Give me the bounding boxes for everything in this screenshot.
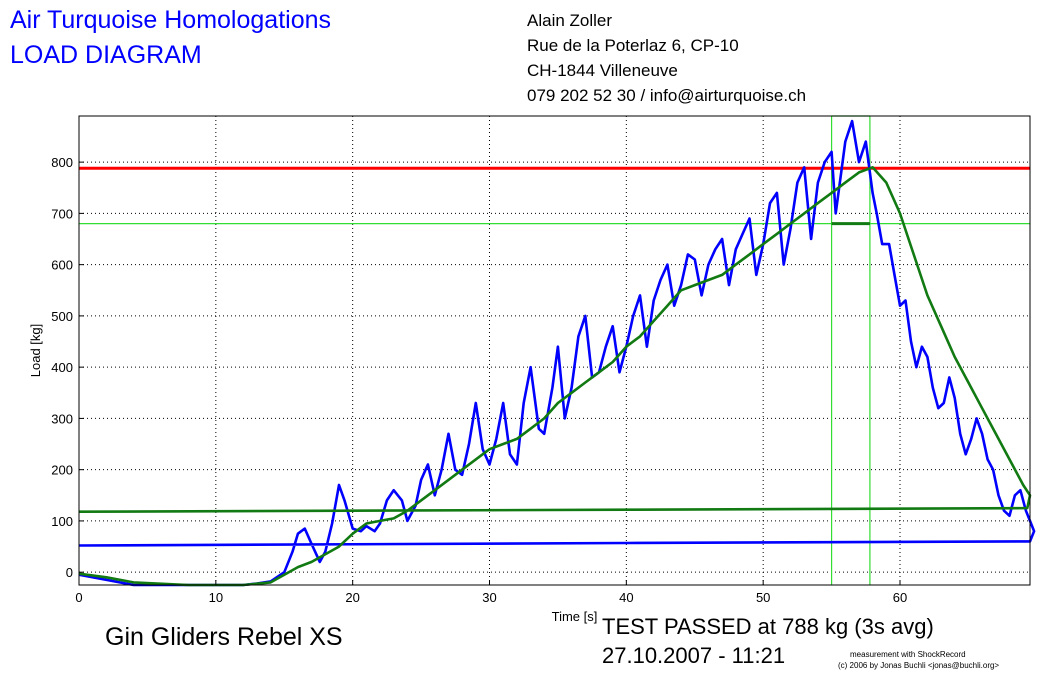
grid-lines bbox=[78, 116, 1030, 585]
avg-series-line bbox=[78, 166, 1032, 587]
y-tick-label: 700 bbox=[51, 206, 73, 221]
x-tick-label: 60 bbox=[893, 590, 907, 605]
x-tick-label: 30 bbox=[482, 590, 496, 605]
chart-subtitle: LOAD DIAGRAM bbox=[10, 41, 202, 69]
x-tick-label: 20 bbox=[345, 590, 359, 605]
y-tick-label: 100 bbox=[51, 514, 73, 529]
y-tick-label: 600 bbox=[51, 258, 73, 273]
test-timestamp: 27.10.2007 - 11:21 bbox=[602, 643, 786, 668]
test-result: TEST PASSED at 788 kg (3s avg) bbox=[602, 614, 934, 639]
x-axis-label: Time [s] bbox=[552, 609, 598, 624]
x-tick-label: 0 bbox=[75, 590, 82, 605]
address-street: Rue de la Poterlaz 6, CP-10 bbox=[527, 36, 739, 55]
y-tick-label: 400 bbox=[51, 360, 73, 375]
y-tick-label: 500 bbox=[51, 309, 73, 324]
credit-line-1: measurement with ShockRecord bbox=[850, 650, 966, 659]
y-tick-label: 300 bbox=[51, 411, 73, 426]
y-tick-label: 0 bbox=[66, 565, 73, 580]
data-series bbox=[78, 119, 1036, 587]
x-tick-label: 10 bbox=[209, 590, 223, 605]
x-tick-label: 40 bbox=[619, 590, 633, 605]
chart-title: Air Turquoise Homologations bbox=[10, 6, 331, 34]
x-tick-label: 50 bbox=[756, 590, 770, 605]
y-tick-label: 200 bbox=[51, 463, 73, 478]
plot-frame bbox=[78, 115, 1031, 586]
address-name: Alain Zoller bbox=[527, 11, 613, 30]
credit-line-2: (c) 2006 by Jonas Buchli <jonas@buchli.o… bbox=[838, 661, 1000, 670]
y-axis-label: Load [kg] bbox=[28, 324, 43, 378]
y-tick-label: 800 bbox=[51, 155, 73, 170]
glider-model: Gin Gliders Rebel XS bbox=[105, 623, 343, 651]
address-city: CH-1844 Villeneuve bbox=[527, 61, 678, 80]
address-contact: 079 202 52 30 / info@airturquoise.ch bbox=[527, 86, 807, 105]
